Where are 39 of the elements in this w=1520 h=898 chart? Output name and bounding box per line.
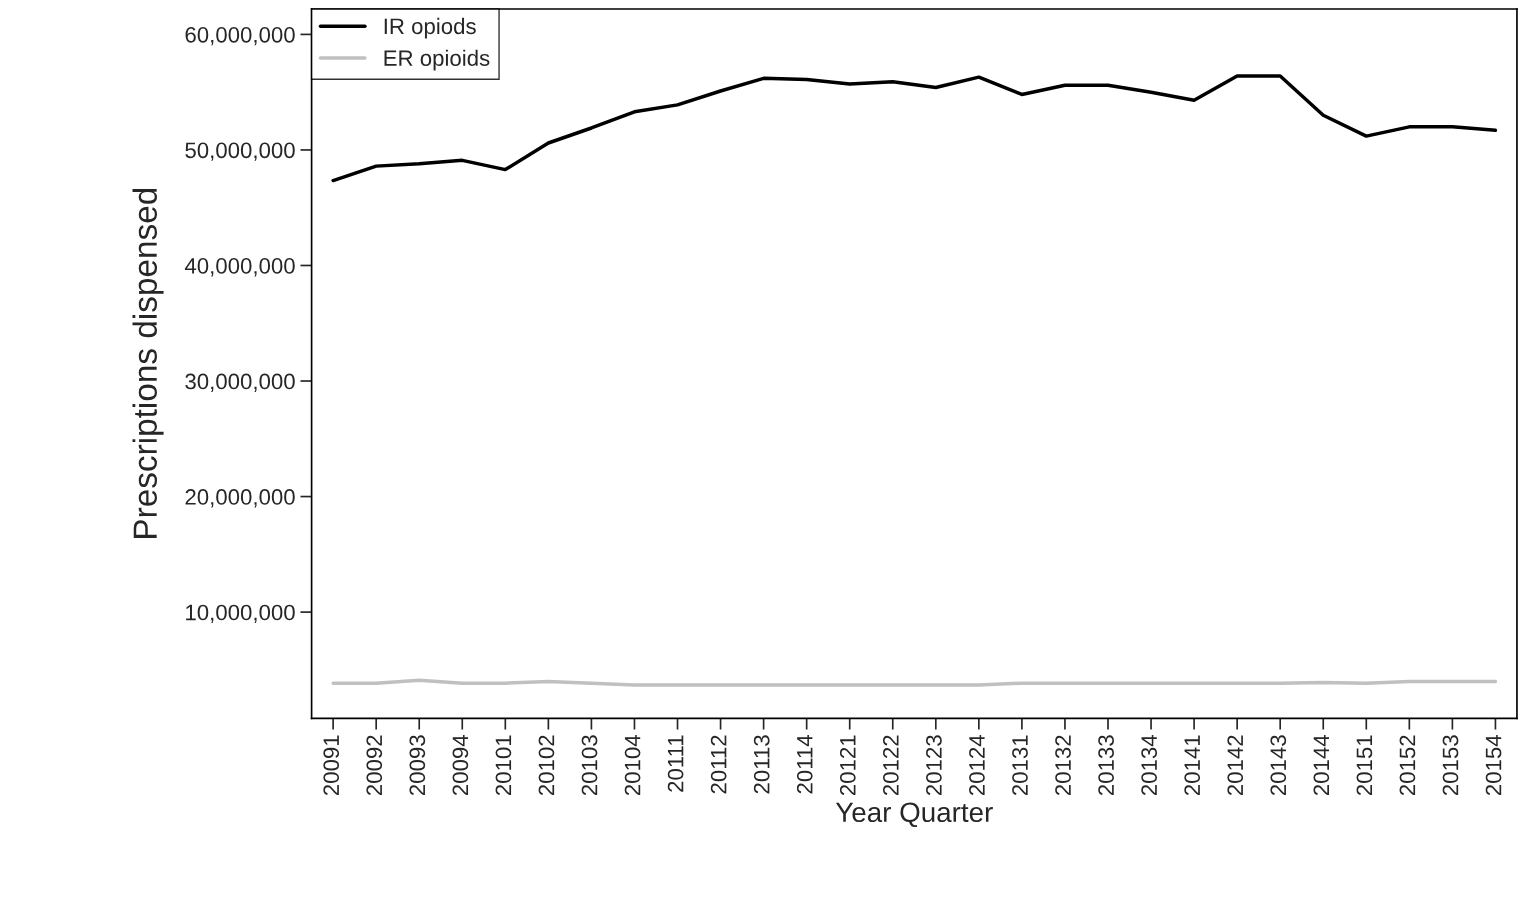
y-axis-title: Prescriptions dispensed xyxy=(132,188,164,538)
x-tick-label: 20131 xyxy=(1012,735,1028,796)
x-tick-label: 20144 xyxy=(1313,735,1330,796)
x-tick-label: 20113 xyxy=(753,735,770,794)
x-tick-label: 20122 xyxy=(882,735,899,796)
x-tick-label: 20112 xyxy=(710,735,727,794)
x-tick-label: 20153 xyxy=(1442,735,1459,796)
x-tick-label: 20143 xyxy=(1270,735,1287,796)
x-tick-label: 20152 xyxy=(1399,735,1416,796)
x-tick-label: 20154 xyxy=(1485,735,1502,796)
x-tick-label: 20094 xyxy=(452,735,469,796)
x-tick-label: 20134 xyxy=(1141,735,1158,796)
y-tick-label: 40,000,000 xyxy=(184,258,295,277)
x-tick-label: 20133 xyxy=(1098,735,1114,796)
y-tick-label: 60,000,000 xyxy=(185,26,295,46)
x-tick-label: 20103 xyxy=(581,735,598,796)
y-tick-label: 10,000,000 xyxy=(186,604,295,623)
x-tick-label: 20114 xyxy=(796,735,813,794)
x-tick-label: 20142 xyxy=(1227,735,1244,796)
x-tick-label: 20102 xyxy=(538,735,555,796)
x-tick-label: 20132 xyxy=(1055,735,1071,796)
line-series xyxy=(331,74,1498,183)
y-tick-label: 20,000,000 xyxy=(185,489,295,508)
x-tick-label: 20124 xyxy=(969,735,985,796)
x-tick-label: 20092 xyxy=(366,735,383,796)
legend-label: ER opioids xyxy=(384,49,490,71)
y-tick-label: 50,000,000 xyxy=(185,142,295,161)
x-tick-label: 20091 xyxy=(323,735,340,796)
y-tick-label: 30,000,000 xyxy=(185,373,295,392)
x-tick-label: 20121 xyxy=(839,735,856,796)
x-tick-label: 20123 xyxy=(926,735,942,796)
x-tick-label: 20101 xyxy=(495,735,512,796)
x-tick-label: 20141 xyxy=(1184,735,1201,796)
x-tick-label: 20111 xyxy=(667,735,684,792)
x-tick-label: 20151 xyxy=(1356,735,1373,796)
x-axis-title: Year Quarter xyxy=(835,802,993,828)
legend-label: IR opiods xyxy=(384,17,476,39)
x-tick-label: 20093 xyxy=(409,735,426,796)
x-tick-label: 20104 xyxy=(624,735,641,796)
